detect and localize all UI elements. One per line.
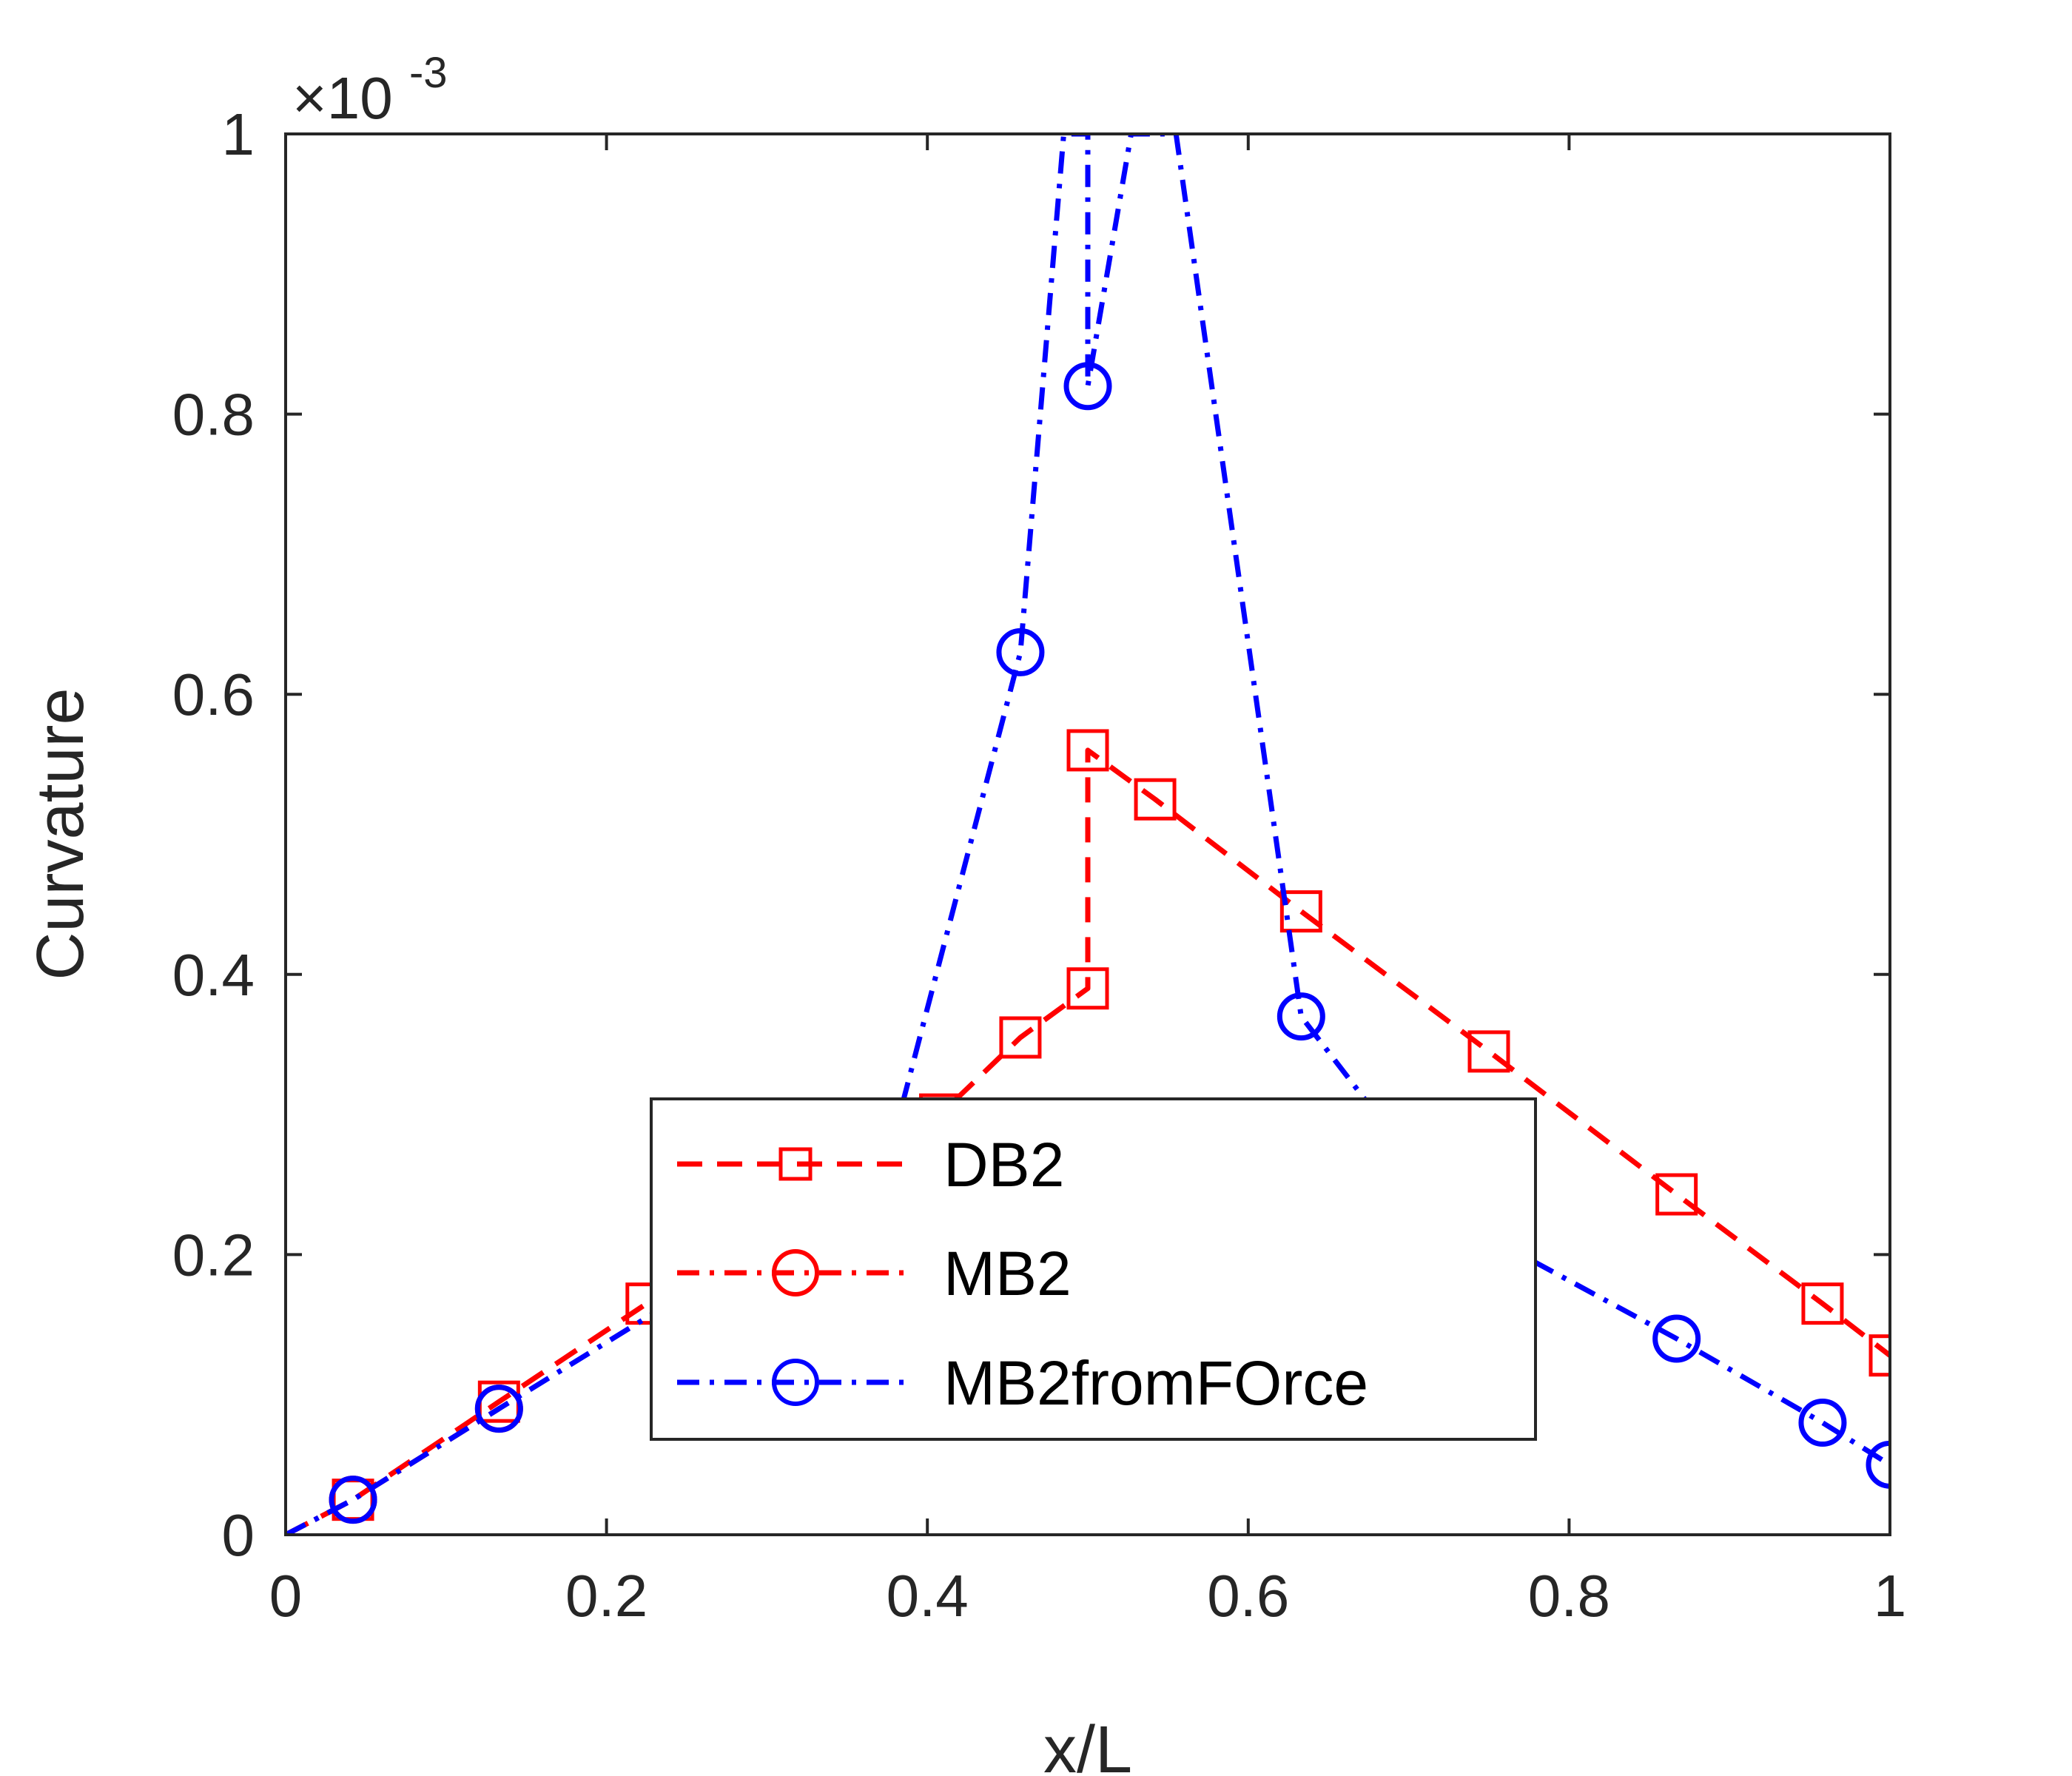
data-point-mb2fromforce — [996, 628, 1045, 676]
data-point-db2 — [1868, 1334, 1890, 1377]
series-line-db2 — [286, 747, 1890, 1535]
y-tick-label: 0.8 — [172, 382, 255, 448]
data-point-db2 — [999, 1016, 1042, 1059]
data-point-mb2fromforce — [329, 1476, 377, 1524]
legend-mb2fromforce-marker — [772, 1359, 819, 1406]
data-point-mb2fromforce — [474, 1385, 523, 1433]
data-point-mb2fromforce — [1866, 1440, 1890, 1489]
y-axis-exponent-power: -3 — [409, 49, 448, 97]
y-axis-exponent-base: ×10 — [292, 65, 393, 131]
y-tick-label: 0.6 — [172, 662, 255, 727]
data-point-db2 — [1066, 967, 1109, 1010]
y-tick-label: 0.4 — [172, 942, 255, 1008]
x-tick-label: 0 — [269, 1563, 303, 1629]
x-tick-label: 1 — [1874, 1563, 1907, 1629]
legend-db2-marker — [778, 1147, 813, 1181]
data-point-db2 — [1066, 729, 1109, 772]
y-tick-label: 0.2 — [172, 1222, 255, 1288]
legend: DB2 MB2 MB2fromFOrce — [650, 1097, 1537, 1441]
legend-mb2-marker — [772, 1249, 819, 1296]
legend-db2-label: DB2 — [944, 1130, 1064, 1200]
y-tick-label: 0 — [222, 1502, 255, 1568]
x-axis-label: x/L — [1043, 1713, 1132, 1776]
data-point-db2 — [1801, 1282, 1844, 1325]
legend-mb2-label: MB2 — [944, 1239, 1072, 1308]
y-tick-label: 1 — [222, 101, 255, 167]
data-point-mb2fromforce — [1798, 1399, 1847, 1447]
data-point-db2 — [1134, 778, 1177, 821]
x-tick-label: 0.2 — [565, 1563, 648, 1629]
x-tick-label: 0.8 — [1528, 1563, 1610, 1629]
x-tick-label: 0.4 — [887, 1563, 969, 1629]
legend-box — [650, 1097, 1537, 1441]
y-axis-exponent: ×10 -3 — [292, 49, 448, 131]
data-point-db2 — [1467, 1030, 1510, 1073]
legend-mb2fromforce-label: MB2fromFOrce — [944, 1348, 1368, 1418]
data-point-mb2fromforce — [1276, 992, 1325, 1041]
data-point-mb2fromforce — [1063, 362, 1112, 411]
series-line-mb2fromforce — [286, 134, 1890, 1535]
plot-area-frame — [284, 132, 1891, 1536]
data-point-mb2fromforce — [1652, 1314, 1701, 1363]
data-point-db2 — [1655, 1173, 1698, 1216]
data-point-db2 — [1279, 890, 1322, 933]
y-axis-label: Curvature — [24, 687, 98, 980]
x-tick-label: 0.6 — [1207, 1563, 1289, 1629]
